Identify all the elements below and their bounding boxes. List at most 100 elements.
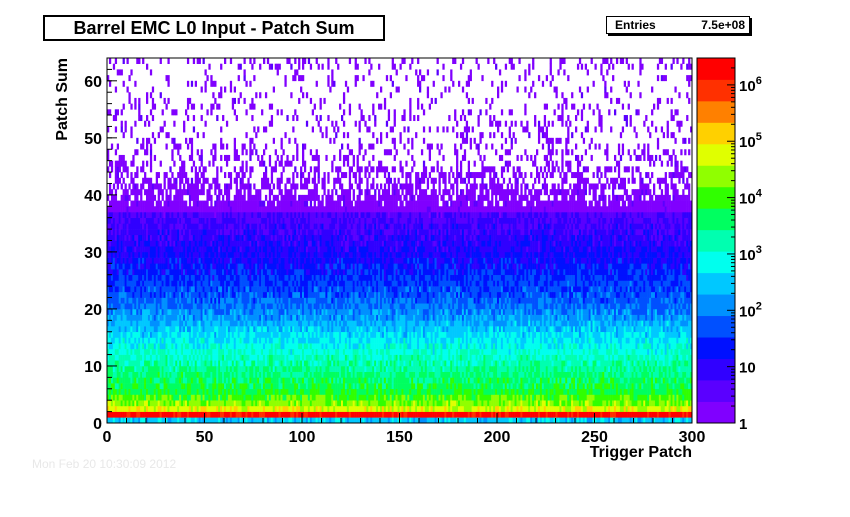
heatmap-cell: [276, 326, 279, 333]
heatmap-cell: [298, 377, 301, 384]
heatmap-cell: [173, 360, 176, 367]
heatmap-cell: [393, 360, 396, 367]
heatmap-cell: [520, 365, 523, 372]
heatmap-cell: [350, 417, 353, 424]
heatmap-cell: [278, 394, 281, 401]
heatmap-cell: [107, 337, 110, 344]
heatmap-cell: [625, 337, 628, 344]
heatmap-cell: [459, 360, 463, 367]
heatmap-cell: [604, 377, 607, 384]
heatmap-cell: [387, 343, 391, 350]
heatmap-cell: [364, 326, 367, 333]
heatmap-cell: [383, 405, 387, 412]
heatmap-cell: [298, 326, 301, 333]
heatmap-cell: [235, 417, 238, 424]
heatmap-cell: [536, 411, 539, 418]
heatmap-cell: [485, 394, 488, 401]
heatmap-cell: [565, 337, 568, 344]
heatmap-cell: [621, 360, 625, 367]
heatmap-cell: [475, 326, 478, 333]
heatmap-cell: [376, 405, 379, 412]
heatmap-cell: [331, 365, 334, 372]
heatmap-cell: [631, 377, 634, 384]
heatmap-cell: [422, 343, 426, 350]
heatmap-cell: [539, 354, 543, 361]
heatmap-cell: [508, 383, 511, 390]
heatmap-cell: [551, 343, 554, 350]
heatmap-cell: [231, 371, 235, 378]
heatmap-cell: [167, 343, 170, 350]
heatmap-cell: [534, 348, 537, 355]
heatmap-cell: [198, 388, 201, 395]
heatmap-cell: [212, 337, 215, 344]
heatmap-cell: [302, 343, 305, 350]
heatmap-cell: [116, 331, 119, 338]
heatmap-cell: [319, 337, 322, 344]
heatmap-cell: [218, 331, 221, 338]
heatmap-cell: [641, 411, 644, 418]
heatmap-cell: [360, 388, 363, 395]
heatmap-cell: [206, 365, 209, 372]
heatmap-cell: [237, 371, 240, 378]
heatmap-cell: [680, 360, 683, 367]
heatmap-cell: [580, 348, 584, 355]
heatmap-cell: [637, 394, 640, 401]
heatmap-cell: [623, 343, 626, 350]
heatmap-cell: [420, 360, 424, 367]
heatmap-cell: [186, 394, 190, 401]
heatmap-cell: [163, 365, 166, 372]
heatmap-cell: [428, 360, 431, 367]
heatmap-cell: [662, 394, 665, 401]
heatmap-cell: [181, 337, 184, 344]
heatmap-cell: [446, 337, 449, 344]
heatmap-cell: [512, 400, 515, 407]
heatmap-cell: [202, 360, 205, 367]
heatmap-cell: [335, 388, 338, 395]
heatmap-cell: [545, 348, 548, 355]
heatmap-cell: [245, 394, 248, 401]
heatmap-cell: [298, 331, 301, 338]
heatmap-cell: [214, 331, 217, 338]
heatmap-cell: [317, 326, 320, 333]
heatmap-cell: [481, 337, 484, 344]
heatmap-cell: [200, 343, 203, 350]
heatmap-cell: [231, 400, 235, 407]
heatmap-cell: [218, 383, 221, 390]
heatmap-cell: [459, 326, 463, 333]
heatmap-cell: [403, 343, 406, 350]
heatmap-cell: [114, 337, 118, 344]
heatmap-cell: [389, 331, 392, 338]
heatmap-cell: [526, 354, 529, 361]
heatmap-cell: [653, 400, 656, 407]
heatmap-cell: [333, 331, 336, 338]
heatmap-cell: [218, 371, 221, 378]
heatmap-cell: [218, 354, 221, 361]
heatmap-cell: [118, 360, 121, 367]
heatmap-cell: [690, 383, 693, 390]
heatmap-cell: [635, 371, 638, 378]
heatmap-cell: [161, 343, 164, 350]
heatmap-cell: [263, 337, 266, 344]
heatmap-cell: [594, 394, 597, 401]
heatmap-cell: [333, 343, 336, 350]
heatmap-cell: [305, 383, 309, 390]
heatmap-cell: [508, 371, 511, 378]
heatmap-cell: [563, 377, 566, 384]
heatmap-cell: [420, 365, 424, 372]
heatmap-cell: [264, 365, 268, 372]
heatmap-cell: [539, 337, 543, 344]
heatmap-cell: [598, 411, 601, 418]
heatmap-cell: [208, 354, 211, 361]
heatmap-cell: [130, 377, 133, 384]
heatmap-cell: [259, 343, 262, 350]
heatmap-cell: [534, 343, 537, 350]
heatmap-cell: [276, 365, 279, 372]
heatmap-cell: [576, 337, 580, 344]
heatmap-cell: [175, 411, 178, 418]
heatmap-cell: [432, 400, 435, 407]
heatmap-cell: [539, 383, 543, 390]
heatmap-cell: [541, 337, 545, 344]
heatmap-cell: [446, 417, 449, 424]
heatmap-cell: [372, 383, 375, 390]
heatmap-cell: [378, 405, 381, 412]
